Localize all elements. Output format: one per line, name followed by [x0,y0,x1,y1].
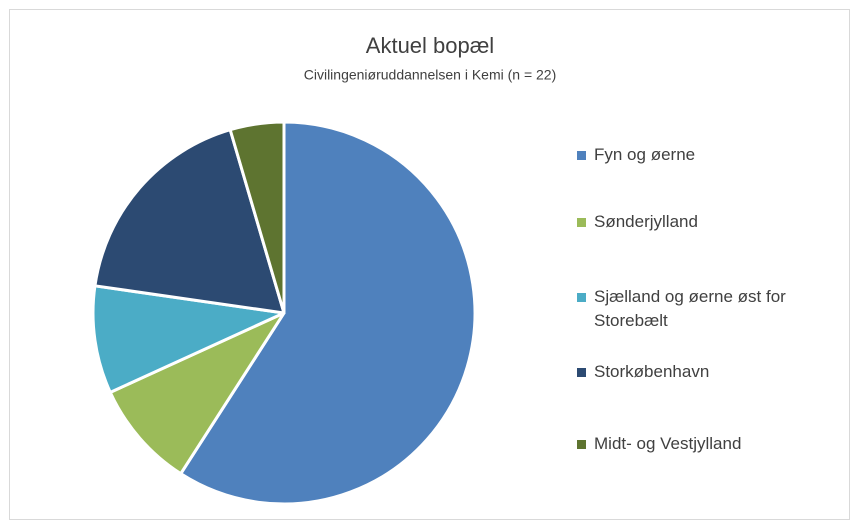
chart-frame [9,9,850,520]
legend-label: Sjælland og øerne øst for Storebælt [594,287,786,330]
legend-item: Midt- og Vestjylland [577,432,817,456]
legend-label: Sønderjylland [594,212,698,231]
legend-item: Sønderjylland [577,210,817,234]
legend-swatch [577,293,586,302]
legend-swatch [577,218,586,227]
chart-title: Aktuel bopæl [366,33,494,58]
pie-slice [108,311,286,476]
legend-label: Midt- og Vestjylland [594,434,742,453]
legend-label: Storkøbenhavn [594,362,710,381]
legend-swatch [577,368,586,377]
legend-swatch [577,151,586,160]
legend-swatch [577,440,586,449]
legend-item: Storkøbenhavn [577,360,817,384]
legend-item: Sjælland og øerne øst for Storebælt [577,285,817,333]
legend-item: Fyn og øerne [577,143,817,167]
pie-slice [91,284,286,394]
pie-slice [228,120,286,315]
pie-slice [179,120,477,506]
pie-slice [93,128,286,315]
chart-subtitle: Civilingeniøruddannelsen i Kemi (n = 22) [304,67,557,83]
legend-label: Fyn og øerne [594,145,696,164]
